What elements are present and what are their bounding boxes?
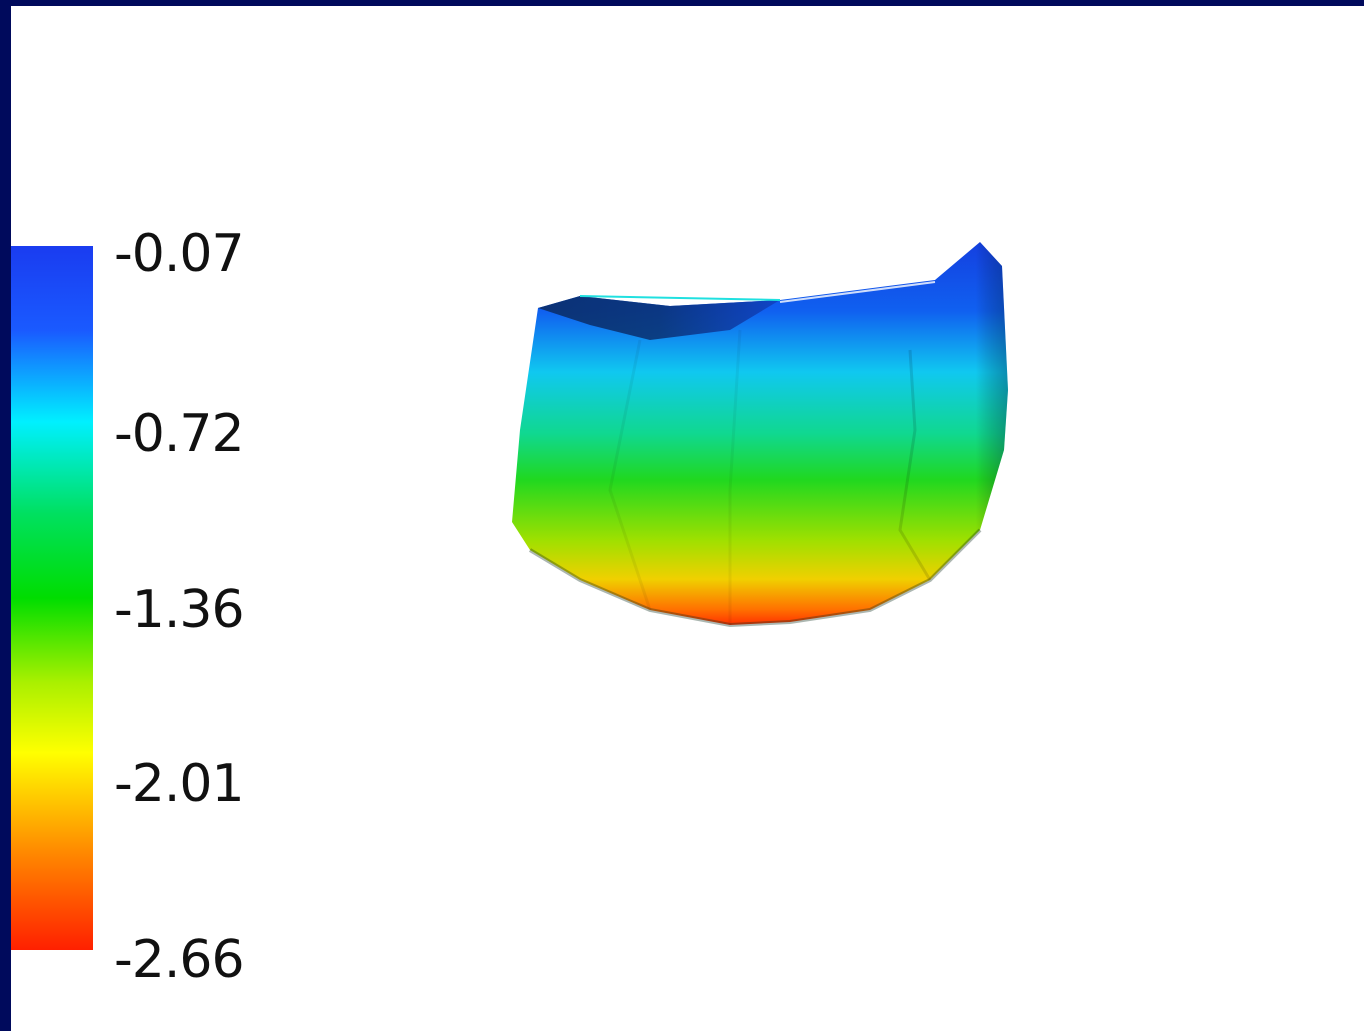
colorbar-tick-label: -0.72 xyxy=(114,404,245,464)
mesh-rim-highlight xyxy=(779,281,936,303)
colorbar-tick-label: -2.66 xyxy=(114,930,245,990)
mesh-body xyxy=(512,242,1008,625)
mesh-bottom-edge xyxy=(528,528,982,628)
scalar-colorbar xyxy=(11,246,93,950)
mesh-opening-rim xyxy=(538,296,780,340)
mesh-facet-line xyxy=(608,339,652,611)
mesh-surface-render[interactable] xyxy=(490,230,1030,650)
mesh-facet-line xyxy=(898,349,932,581)
colorbar-tick-label: -1.36 xyxy=(114,580,245,640)
colorbar-tick-label: -0.07 xyxy=(114,224,245,284)
mesh-rim-edge xyxy=(579,295,781,301)
colorbar-tick-label: -2.01 xyxy=(114,754,245,814)
mesh-facet-right xyxy=(900,242,1008,580)
mesh-facet-line xyxy=(728,329,742,625)
colorbar-gradient xyxy=(11,246,93,950)
